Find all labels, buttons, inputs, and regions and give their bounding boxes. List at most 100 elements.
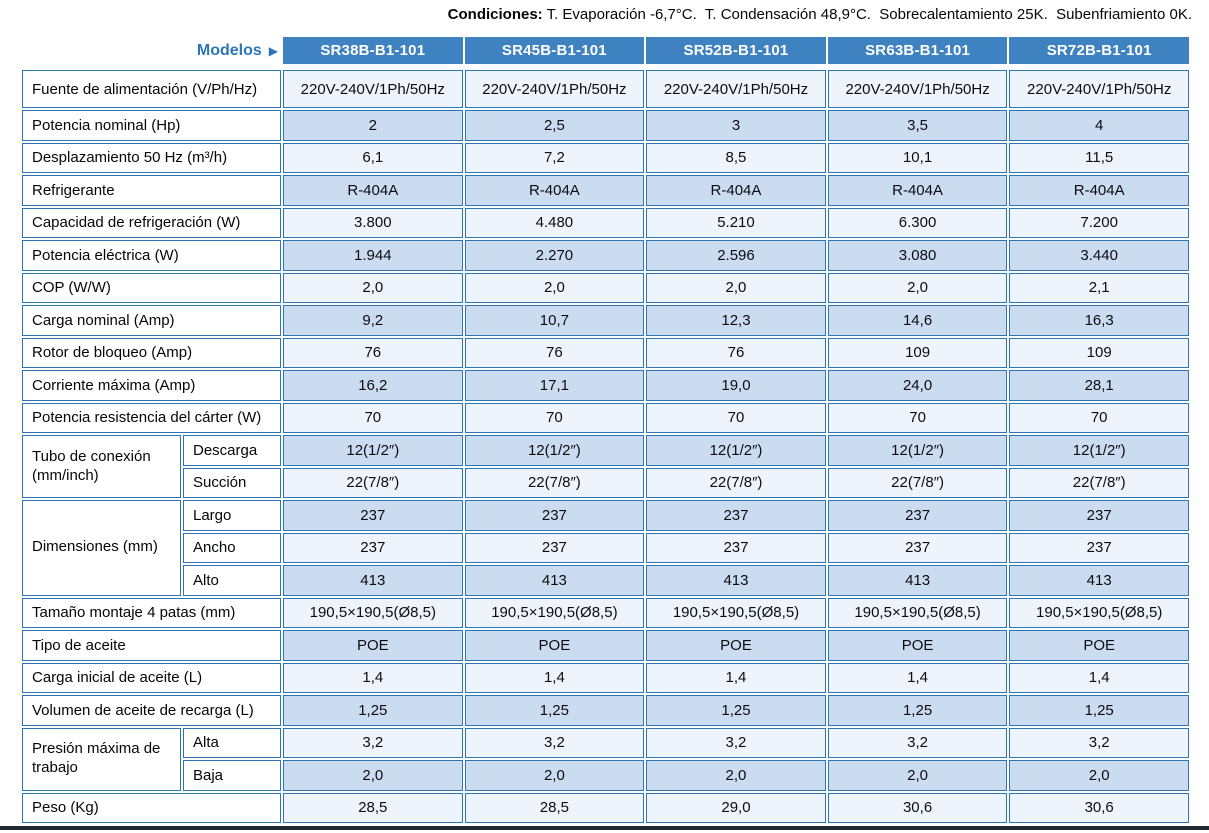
- spec-value-cell: 237: [283, 532, 463, 563]
- row-label: Fuente de alimentación (V/Ph/Hz): [22, 70, 281, 108]
- model-header-cell: SR45B-B1-101: [464, 37, 645, 64]
- conditions-label: Condiciones:: [447, 6, 543, 23]
- spec-table-body: Fuente de alimentación (V/Ph/Hz) 220V-240…: [22, 70, 1189, 823]
- subrow-label: Baja: [183, 760, 281, 791]
- spec-value-cell: 12(1/2″): [1009, 435, 1189, 466]
- spec-value-cell: 6.300: [827, 207, 1008, 238]
- subrow-label: Succión: [183, 467, 281, 498]
- spec-value-cell: 1,25: [1009, 695, 1189, 726]
- group-row-label: Tubo de conexión (mm/inch): [22, 435, 181, 498]
- row-label: Desplazamiento 50 Hz (m³/h): [22, 142, 281, 173]
- spec-value-cell: R-404A: [283, 175, 463, 206]
- spec-value-cell: 22(7/8″): [1009, 467, 1189, 498]
- spec-value-cell: 2,0: [283, 760, 463, 791]
- spec-value-cell: 3.800: [283, 207, 463, 238]
- model-header-cell: SR63B-B1-101: [827, 37, 1008, 64]
- spec-value-cell: 6,1: [283, 142, 463, 173]
- spec-value-cell: 24,0: [827, 370, 1008, 401]
- spec-value-cell: 190,5×190,5(Ø8,5): [827, 597, 1008, 628]
- row-label: Rotor de bloqueo (Amp): [22, 337, 281, 368]
- spec-value-cell: 220V-240V/1Ph/50Hz: [283, 70, 463, 108]
- spec-value-cell: 190,5×190,5(Ø8,5): [1009, 597, 1189, 628]
- spec-value-cell: 7.200: [1009, 207, 1189, 238]
- spec-value-cell: 3.440: [1009, 240, 1189, 271]
- row-label: Volumen de aceite de recarga (L): [22, 695, 281, 726]
- subrow-label: Ancho: [183, 532, 281, 563]
- spec-value-cell: 70: [827, 402, 1008, 433]
- row-label: Potencia nominal (Hp): [22, 110, 281, 141]
- spec-value-cell: 12,3: [646, 305, 826, 336]
- spec-value-cell: 413: [646, 565, 826, 596]
- model-header-cell: SR72B-B1-101: [1009, 37, 1189, 64]
- row-label: Capacidad de refrigeración (W): [22, 207, 281, 238]
- group-row-label: Presión máxima de trabajo: [22, 727, 181, 791]
- spec-value-cell: 2,0: [283, 272, 463, 303]
- row-label: Potencia resistencia del cárter (W): [22, 402, 281, 433]
- spec-value-cell: 109: [827, 337, 1008, 368]
- row-label: Carga nominal (Amp): [22, 305, 281, 336]
- spec-value-cell: 3,2: [464, 727, 645, 758]
- spec-value-cell: 11,5: [1009, 142, 1189, 173]
- spec-value-cell: 413: [464, 565, 645, 596]
- group-row-label: Dimensiones (mm): [22, 500, 181, 596]
- spec-value-cell: 1,25: [646, 695, 826, 726]
- spec-value-cell: 1,4: [646, 662, 826, 693]
- bottom-divider: [0, 826, 1209, 830]
- spec-value-cell: 2.596: [646, 240, 826, 271]
- spec-value-cell: 237: [464, 532, 645, 563]
- spec-value-cell: 3,2: [1009, 727, 1189, 758]
- spec-value-cell: 28,5: [464, 792, 645, 823]
- spec-value-cell: 9,2: [283, 305, 463, 336]
- spec-value-cell: 1,4: [827, 662, 1008, 693]
- spec-value-cell: 12(1/2″): [646, 435, 826, 466]
- spec-value-cell: 220V-240V/1Ph/50Hz: [646, 70, 826, 108]
- spec-value-cell: 237: [827, 532, 1008, 563]
- spec-value-cell: 1,25: [827, 695, 1008, 726]
- subrow-label: Descarga: [183, 435, 281, 466]
- spec-value-cell: 19,0: [646, 370, 826, 401]
- conditions-line: Condiciones: T. Evaporación -6,7°C. T. C…: [448, 6, 1192, 23]
- spec-value-cell: 190,5×190,5(Ø8,5): [464, 597, 645, 628]
- spec-value-cell: 2,0: [1009, 760, 1189, 791]
- row-label: Potencia eléctrica (W): [22, 240, 281, 271]
- spec-value-cell: 2,0: [646, 272, 826, 303]
- conditions-text: T. Evaporación -6,7°C. T. Condensación 4…: [542, 6, 1192, 23]
- spec-value-cell: 70: [1009, 402, 1189, 433]
- spec-value-cell: 2,5: [464, 110, 645, 141]
- spec-value-cell: 3,5: [827, 110, 1008, 141]
- spec-value-cell: 14,6: [827, 305, 1008, 336]
- subrow-label: Alta: [183, 727, 281, 758]
- spec-value-cell: 12(1/2″): [283, 435, 463, 466]
- spec-value-cell: 30,6: [1009, 792, 1189, 823]
- spec-value-cell: 3,2: [827, 727, 1008, 758]
- spec-value-cell: 16,3: [1009, 305, 1189, 336]
- spec-value-cell: R-404A: [464, 175, 645, 206]
- spec-value-cell: 3,2: [283, 727, 463, 758]
- spec-value-cell: 28,5: [283, 792, 463, 823]
- spec-value-cell: 2,0: [464, 272, 645, 303]
- spec-value-cell: 10,1: [827, 142, 1008, 173]
- spec-value-cell: 70: [283, 402, 463, 433]
- row-label: Peso (Kg): [22, 792, 281, 823]
- spec-value-cell: 1.944: [283, 240, 463, 271]
- spec-value-cell: 2,0: [827, 272, 1008, 303]
- spec-value-cell: 1,25: [464, 695, 645, 726]
- spec-value-cell: 10,7: [464, 305, 645, 336]
- row-label: Refrigerante: [22, 175, 281, 206]
- spec-value-cell: 29,0: [646, 792, 826, 823]
- spec-value-cell: 5.210: [646, 207, 826, 238]
- spec-value-cell: 109: [1009, 337, 1189, 368]
- spec-value-cell: 76: [464, 337, 645, 368]
- spec-value-cell: 413: [827, 565, 1008, 596]
- spec-value-cell: 2,1: [1009, 272, 1189, 303]
- spec-value-cell: 22(7/8″): [646, 467, 826, 498]
- spec-value-cell: 2,0: [827, 760, 1008, 791]
- spec-value-cell: 237: [464, 500, 645, 531]
- spec-value-cell: 4: [1009, 110, 1189, 141]
- spec-value-cell: 22(7/8″): [283, 467, 463, 498]
- spec-value-cell: 4.480: [464, 207, 645, 238]
- spec-value-cell: 220V-240V/1Ph/50Hz: [827, 70, 1008, 108]
- spec-value-cell: 2,0: [464, 760, 645, 791]
- spec-value-cell: 28,1: [1009, 370, 1189, 401]
